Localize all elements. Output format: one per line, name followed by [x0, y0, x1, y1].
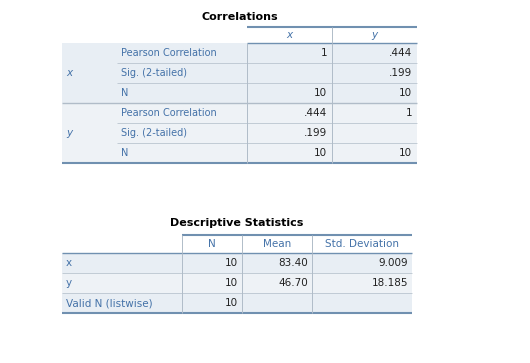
- Text: 83.40: 83.40: [278, 258, 308, 268]
- Bar: [62, 253, 412, 273]
- Text: Std. Deviation: Std. Deviation: [325, 239, 399, 249]
- Text: 1: 1: [320, 48, 327, 58]
- Text: N: N: [121, 148, 128, 158]
- Text: y: y: [66, 128, 72, 138]
- Text: N: N: [208, 239, 216, 249]
- Text: Descriptive Statistics: Descriptive Statistics: [170, 218, 304, 228]
- Text: .444: .444: [388, 48, 412, 58]
- Text: Pearson Correlation: Pearson Correlation: [121, 48, 217, 58]
- Text: 10: 10: [225, 278, 238, 288]
- Text: .199: .199: [304, 128, 327, 138]
- Text: x: x: [66, 68, 72, 78]
- Text: 10: 10: [225, 258, 238, 268]
- Text: .444: .444: [304, 108, 327, 118]
- Text: 18.185: 18.185: [372, 278, 408, 288]
- Text: N: N: [121, 88, 128, 98]
- Bar: [62, 293, 412, 313]
- Text: 10: 10: [399, 88, 412, 98]
- Text: 1: 1: [405, 108, 412, 118]
- Text: Pearson Correlation: Pearson Correlation: [121, 108, 217, 118]
- Text: 10: 10: [399, 148, 412, 158]
- Text: Sig. (2-tailed): Sig. (2-tailed): [121, 128, 187, 138]
- Text: 9.009: 9.009: [378, 258, 408, 268]
- Text: Correlations: Correlations: [201, 12, 278, 22]
- Text: Mean: Mean: [263, 239, 291, 249]
- Text: 46.70: 46.70: [278, 278, 308, 288]
- Bar: [62, 273, 412, 293]
- Text: x: x: [66, 258, 72, 268]
- Text: .199: .199: [388, 68, 412, 78]
- Bar: [62, 43, 417, 103]
- Text: 10: 10: [225, 298, 238, 308]
- Bar: [62, 103, 417, 163]
- Text: 10: 10: [314, 148, 327, 158]
- Text: 10: 10: [314, 88, 327, 98]
- Text: y: y: [372, 30, 377, 40]
- Text: Valid N (listwise): Valid N (listwise): [66, 298, 153, 308]
- Text: Sig. (2-tailed): Sig. (2-tailed): [121, 68, 187, 78]
- Text: x: x: [286, 30, 293, 40]
- Text: y: y: [66, 278, 72, 288]
